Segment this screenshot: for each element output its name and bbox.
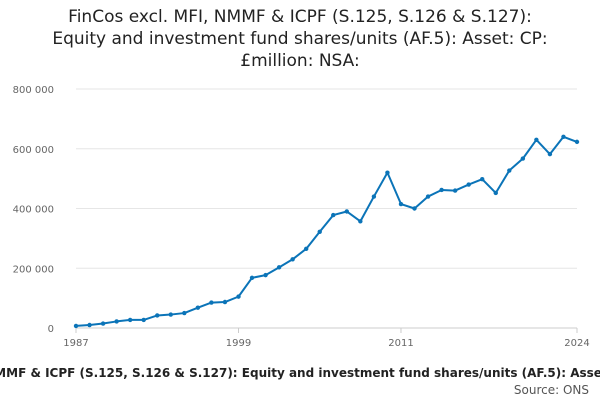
y-tick-label: 200 000 (13, 264, 54, 275)
data-point[interactable] (155, 313, 160, 318)
data-point[interactable] (439, 187, 444, 193)
data-point[interactable] (276, 265, 282, 270)
data-point[interactable] (236, 294, 241, 299)
data-point[interactable] (425, 194, 431, 199)
data-point[interactable] (412, 206, 417, 211)
data-point[interactable] (547, 151, 553, 157)
data-point[interactable] (534, 137, 539, 142)
chart-title: FinCos excl. MFI, NMMF & ICPF (S.125, S.… (52, 7, 547, 71)
data-point[interactable] (371, 194, 377, 199)
data-point[interactable] (209, 300, 214, 305)
series-line (75, 135, 578, 327)
data-point[interactable] (493, 190, 498, 196)
data-point[interactable] (73, 323, 79, 329)
data-point[interactable] (290, 257, 295, 262)
data-point[interactable] (480, 177, 485, 182)
data-point[interactable] (182, 310, 187, 316)
data-point[interactable] (195, 305, 201, 310)
data-point[interactable] (507, 168, 512, 173)
data-point[interactable] (452, 188, 458, 193)
data-point[interactable] (127, 317, 133, 323)
data-point[interactable] (100, 321, 106, 326)
y-axis: 0 200 000 400 000 600 000 800 000 (13, 85, 54, 335)
data-point[interactable] (398, 201, 404, 207)
data-point[interactable] (263, 272, 268, 278)
y-tick-label: 0 (48, 324, 54, 335)
chart-caption: FinCos excl. MFI, NMMF & ICPF (S.125, S.… (0, 366, 600, 380)
x-tick-label: 1999 (226, 338, 251, 349)
x-tick-label: 2011 (388, 338, 413, 349)
data-point[interactable] (385, 170, 390, 175)
chart-title-line: Equity and investment fund shares/units … (52, 29, 547, 49)
data-point[interactable] (466, 182, 471, 187)
chart-title-line: FinCos excl. MFI, NMMF & ICPF (S.125, S.… (68, 7, 532, 27)
y-tick-label: 800 000 (13, 85, 54, 96)
data-point[interactable] (317, 229, 322, 234)
chart-title-line: £million: NSA: (240, 51, 359, 71)
y-tick-label: 600 000 (13, 145, 54, 156)
data-point[interactable] (87, 322, 92, 328)
data-point[interactable] (331, 212, 336, 218)
data-point[interactable] (358, 219, 363, 224)
data-point[interactable] (520, 156, 526, 161)
data-point[interactable] (114, 319, 119, 324)
data-point[interactable] (574, 139, 580, 145)
x-tick-label: 1987 (63, 338, 88, 349)
data-point[interactable] (303, 246, 309, 252)
chart-source: Source: ONS (514, 383, 589, 397)
data-point[interactable] (141, 317, 146, 323)
y-tick-label: 400 000 (13, 205, 54, 216)
x-tick-label: 2024 (564, 338, 589, 349)
data-point[interactable] (222, 299, 228, 305)
data-point[interactable] (168, 312, 173, 317)
x-axis: 1987 1999 2011 2024 (63, 327, 590, 349)
gridlines (76, 88, 577, 269)
data-point[interactable] (561, 134, 566, 139)
data-point[interactable] (344, 209, 350, 214)
data-point[interactable] (249, 275, 255, 281)
series-group (73, 134, 580, 329)
